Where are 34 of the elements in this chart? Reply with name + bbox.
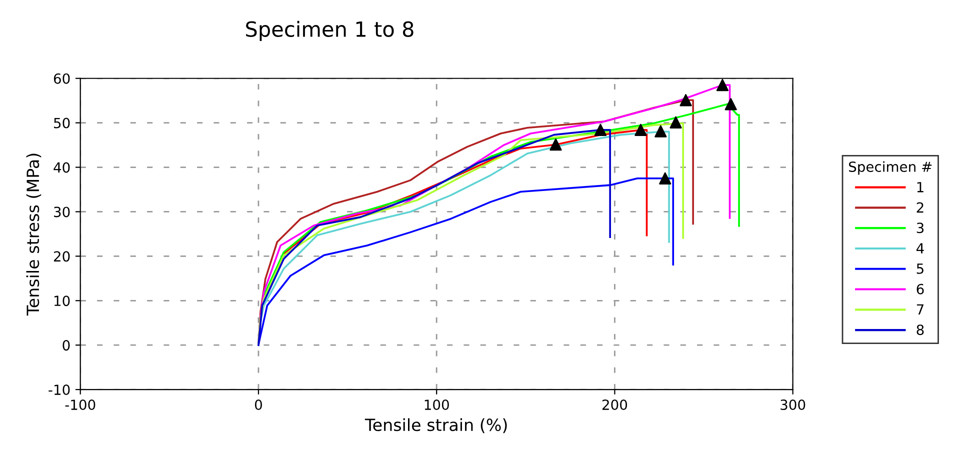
legend-title: Specimen # — [848, 161, 932, 175]
point — [659, 172, 672, 184]
point — [550, 138, 562, 151]
x-axis-title: Tensile strain (%) — [364, 418, 507, 434]
legend-label: 6 — [916, 284, 924, 294]
y-tick-label: 50 — [54, 118, 70, 128]
legend-label: 3 — [916, 222, 924, 234]
x-tick-label: 200 — [602, 400, 628, 410]
point — [670, 116, 682, 128]
point — [716, 78, 729, 92]
x-tick-label: 100 — [424, 400, 449, 410]
x-tick-label: 300 — [780, 400, 806, 410]
chart-title: Specimen 1 to 8 — [246, 20, 414, 42]
y-tick-label: 20 — [54, 251, 70, 262]
legend-label: 5 — [916, 264, 924, 274]
legend-label: 2 — [916, 202, 924, 213]
legend-label: 7 — [916, 304, 924, 315]
y-axis-title: Tensile stress (MPa) — [26, 154, 42, 316]
y-tick-label: -10 — [48, 384, 70, 396]
point — [594, 124, 607, 136]
point — [654, 125, 667, 138]
x-tick-label: 0 — [254, 400, 262, 410]
point — [724, 98, 737, 110]
point — [680, 94, 692, 106]
y-tick-label: 60 — [54, 73, 70, 84]
legend-label: 1 — [917, 182, 924, 192]
y-tick-label: 10 — [54, 296, 70, 306]
y-tick-label: 30 — [54, 206, 70, 218]
legend-label: 8 — [916, 324, 924, 336]
point — [634, 124, 647, 136]
legend-label: 4 — [916, 243, 924, 254]
y-tick-label: 40 — [54, 162, 70, 173]
y-tick-label: 0 — [62, 340, 70, 351]
x-tick-label: -100 — [65, 400, 96, 410]
